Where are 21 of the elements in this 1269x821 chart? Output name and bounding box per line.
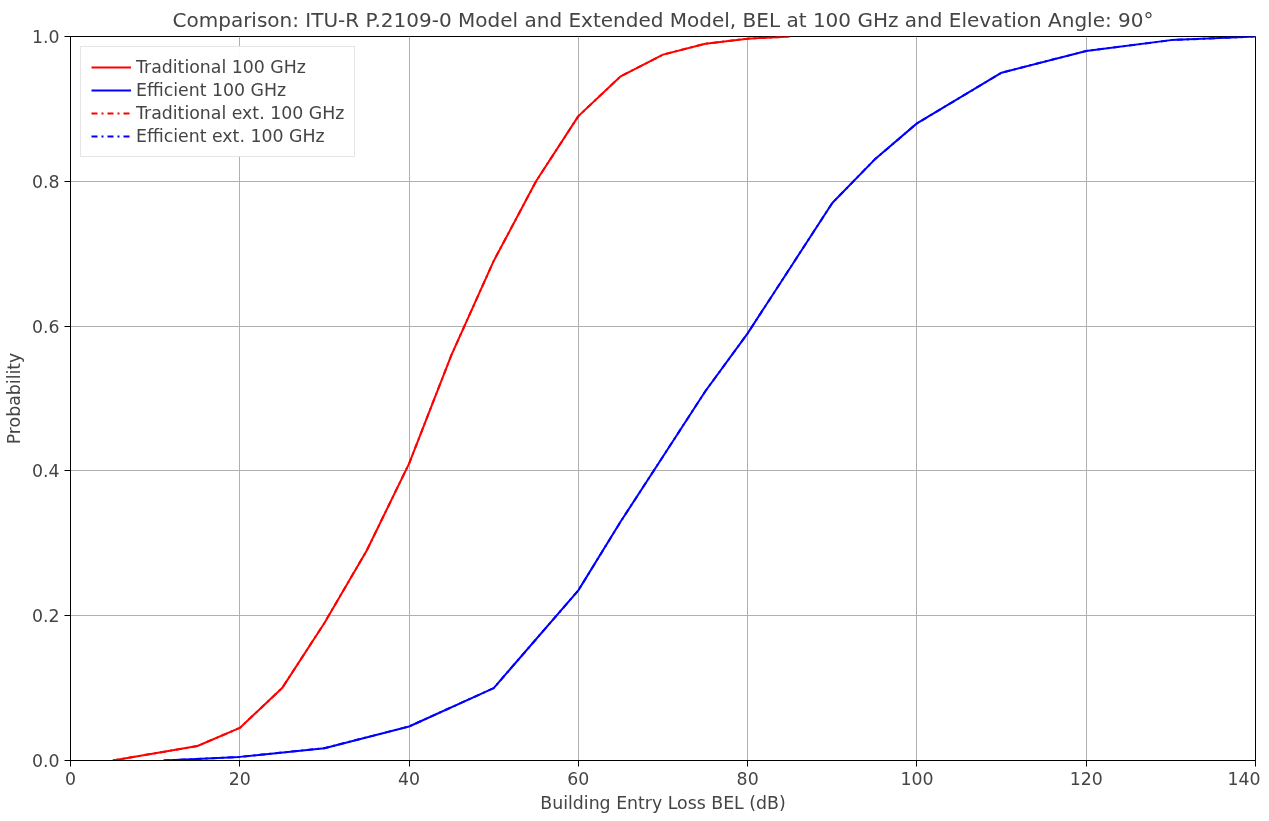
legend-label: Traditional 100 GHz xyxy=(136,57,306,77)
x-tick-label: 140 xyxy=(1227,768,1261,789)
x-tick-label: 40 xyxy=(398,768,421,789)
x-tick-label: 100 xyxy=(900,768,934,789)
y-tick-label: 0.4 xyxy=(31,461,60,482)
x-tick-label: 60 xyxy=(567,768,590,789)
legend-label: Traditional ext. 100 GHz xyxy=(136,103,345,123)
x-axis-title: Building Entry Loss BEL (dB) xyxy=(540,792,786,813)
legend-label: Efficient 100 GHz xyxy=(136,80,287,100)
y-tick-label: 0.2 xyxy=(31,606,60,627)
y-tick-label: 0.6 xyxy=(31,316,60,337)
y-tick-label: 0.8 xyxy=(31,171,60,192)
y-tick-label: 0.0 xyxy=(31,751,60,771)
x-tick-label: 80 xyxy=(736,768,759,789)
y-axis-title: Probability xyxy=(3,352,24,445)
x-tick-label: 120 xyxy=(1069,768,1103,789)
legend-label: Efficient ext. 100 GHz xyxy=(136,126,325,146)
x-tick-label: 20 xyxy=(228,768,251,789)
y-tick-label: 1.0 xyxy=(31,27,60,47)
x-tick-label: 0 xyxy=(64,768,77,789)
chart-title: Comparison: ITU-R P.2109-0 Model and Extended Model, BEL at 100 GHz and Elevation Angle: 90° xyxy=(172,7,1154,32)
